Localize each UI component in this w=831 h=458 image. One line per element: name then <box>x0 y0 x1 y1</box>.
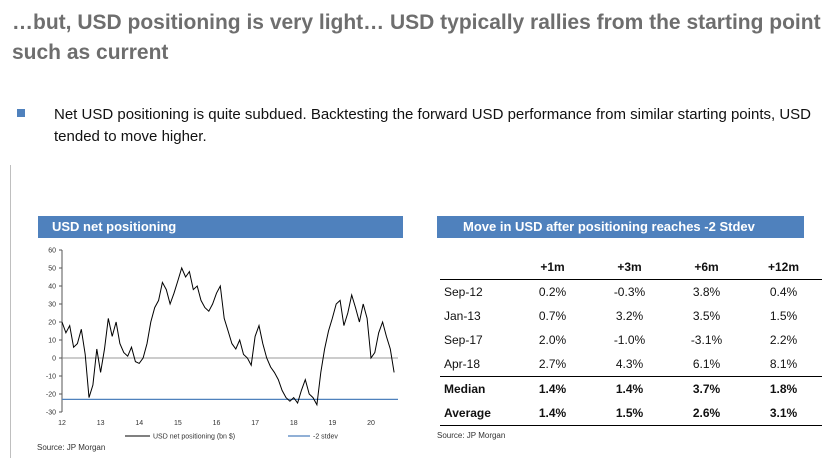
y-tick-label: 10 <box>48 338 56 345</box>
row-label: Sep-12 <box>444 285 483 299</box>
table-cell: 8.1% <box>769 357 798 371</box>
x-tick-label: 13 <box>97 420 105 427</box>
y-tick-label: 30 <box>48 302 56 309</box>
y-tick-label: -30 <box>46 410 56 417</box>
column-header: +6m <box>668 255 745 280</box>
legend-label-stdev: -2 stdev <box>313 434 338 441</box>
table-cell: 2.0% <box>538 333 567 347</box>
y-tick-label: -10 <box>46 374 56 381</box>
table-cell: 2.6% <box>668 401 745 426</box>
row-label: Median <box>440 376 514 401</box>
table-cell: 3.8% <box>692 285 721 299</box>
column-header: +1m <box>514 255 591 280</box>
table-row: Apr-18 2.7% 4.3% 6.1% 8.1% <box>440 352 822 377</box>
table-row: Jan-13 0.7% 3.2% 3.5% 1.5% <box>440 304 822 328</box>
column-header: +12m <box>745 255 822 280</box>
table-cell: -3.1% <box>690 333 723 347</box>
row-label: Apr-18 <box>444 357 481 371</box>
vertical-divider <box>10 165 11 458</box>
table-panel-header: Move in USD after positioning reaches -2… <box>437 216 804 238</box>
y-tick-label: 50 <box>48 266 56 273</box>
x-tick-label: 20 <box>367 420 375 427</box>
chart-source: Source: JP Morgan <box>37 443 106 452</box>
x-tick-label: 15 <box>174 420 182 427</box>
x-tick-label: 14 <box>135 420 143 427</box>
table-cell: 3.7% <box>668 376 745 401</box>
y-tick-label: 20 <box>48 320 56 327</box>
y-tick-label: 40 <box>48 284 56 291</box>
positioning-series-line <box>61 266 395 407</box>
table-cell: 0.7% <box>538 309 567 323</box>
chart-panel-header: USD net positioning <box>38 216 403 238</box>
column-header: +3m <box>591 255 668 280</box>
table-cell: 1.5% <box>591 401 668 426</box>
row-label: Sep-17 <box>444 333 483 347</box>
column-header <box>440 255 514 280</box>
table-header-row: +1m +3m +6m +12m <box>440 255 822 280</box>
x-tick-label: 12 <box>58 420 66 427</box>
x-tick-label: 18 <box>290 420 298 427</box>
table-cell: 0.4% <box>769 285 798 299</box>
y-tick-label: -20 <box>46 392 56 399</box>
table-cell: 1.5% <box>769 309 798 323</box>
table-cell: 2.7% <box>538 357 567 371</box>
x-tick-label: 17 <box>251 420 259 427</box>
table-cell: 2.2% <box>769 333 798 347</box>
table-row-average: Average 1.4% 1.5% 2.6% 3.1% <box>440 401 822 426</box>
table-cell: -1.0% <box>613 333 646 347</box>
table-cell: 0.2% <box>538 285 567 299</box>
table-row: Sep-17 2.0% -1.0% -3.1% 2.2% <box>440 328 822 352</box>
table-cell: 1.4% <box>591 376 668 401</box>
table-cell: 1.4% <box>514 401 591 426</box>
table-cell: 4.3% <box>615 357 644 371</box>
table-cell: 1.8% <box>745 376 822 401</box>
y-tick-label: 0 <box>52 356 56 363</box>
table-cell: 3.2% <box>615 309 644 323</box>
legend-label-positioning: USD net positioning (bn $) <box>153 434 235 441</box>
square-bullet-icon <box>17 109 25 117</box>
y-tick-label: 60 <box>48 248 56 255</box>
usd-move-table: +1m +3m +6m +12m Sep-12 0.2% -0.3% 3.8% … <box>440 255 822 426</box>
table-cell: 3.1% <box>745 401 822 426</box>
row-label: Jan-13 <box>444 309 481 323</box>
bullet-text: Net USD positioning is quite subdued. Ba… <box>54 106 811 145</box>
table-cell: -0.3% <box>613 285 646 299</box>
table-cell: 3.5% <box>692 309 721 323</box>
row-label: Average <box>440 401 514 426</box>
table-row-median: Median 1.4% 1.4% 3.7% 1.8% <box>440 376 822 401</box>
table-source: Source: JP Morgan <box>437 431 506 440</box>
table-row: Sep-12 0.2% -0.3% 3.8% 0.4% <box>440 280 822 305</box>
table-cell: 6.1% <box>692 357 721 371</box>
slide-title: …but, USD positioning is very light… USD… <box>12 11 821 64</box>
x-tick-label: 19 <box>328 420 336 427</box>
table-cell: 1.4% <box>514 376 591 401</box>
x-tick-label: 16 <box>213 420 221 427</box>
